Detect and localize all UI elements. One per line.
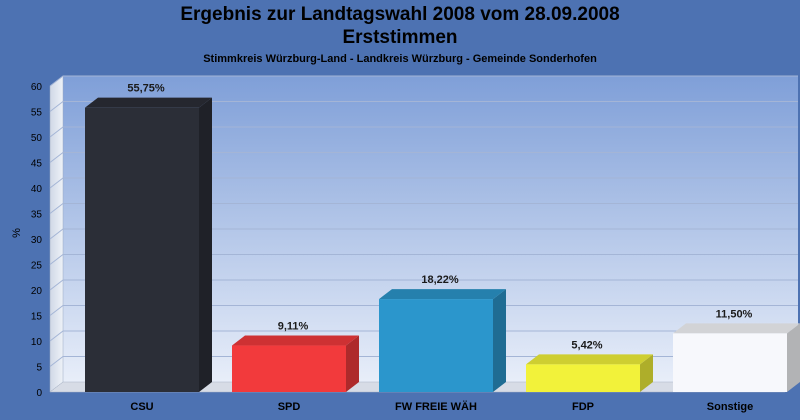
- bar-fdp: [526, 354, 653, 392]
- y-tick-label: 50: [31, 133, 43, 144]
- y-tick-label: 0: [36, 388, 42, 399]
- bar-value-label: 11,50%: [716, 308, 753, 320]
- y-axis-label: %: [11, 228, 23, 238]
- x-tick-label: Sonstige: [707, 401, 753, 413]
- gridline: [49, 305, 798, 316]
- bar-spd: [232, 335, 359, 392]
- y-tick-label: 35: [31, 210, 43, 221]
- chart-title: Ergebnis zur Landtagswahl 2008 vom 28.09…: [180, 4, 620, 25]
- gridline: [49, 126, 798, 138]
- y-tick-label: 40: [31, 184, 43, 195]
- y-tick-label: 15: [31, 312, 43, 323]
- y-tick-label: 55: [31, 108, 43, 119]
- bar-sonstige: [673, 323, 800, 392]
- x-tick-label: CSU: [130, 401, 153, 413]
- y-tick-label: 20: [31, 286, 43, 297]
- y-tick-label: 5: [36, 363, 42, 374]
- gridline: [49, 228, 798, 240]
- gridline: [49, 330, 798, 342]
- x-tick-label: FDP: [572, 401, 594, 413]
- gridline: [49, 279, 798, 291]
- gridline: [49, 152, 798, 163]
- gridline: [49, 75, 798, 87]
- y-tick-label: 60: [31, 82, 43, 93]
- x-tick-label: FW FREIE WÄH: [395, 400, 477, 413]
- bar-value-label: 55,75%: [127, 83, 165, 95]
- x-tick-label: SPD: [278, 401, 301, 413]
- chart-subtitle: Erststimmen: [342, 27, 458, 48]
- bar-value-label: 5,42%: [571, 339, 602, 351]
- gridline: [49, 101, 798, 112]
- gridline: [49, 177, 798, 189]
- bar-value-label: 9,11%: [278, 321, 309, 333]
- y-tick-label: 30: [31, 235, 43, 246]
- bar-value-label: 18,22%: [421, 274, 459, 286]
- gridline: [49, 203, 798, 214]
- y-tick-label: 10: [31, 337, 43, 348]
- y-tick-label: 45: [31, 159, 43, 170]
- chart-subsubtitle: Stimmkreis Würzburg-Land - Landkreis Wür…: [203, 53, 597, 65]
- y-tick-label: 25: [31, 261, 43, 272]
- gridline: [49, 254, 798, 265]
- bar-fw-freie-w-h: [379, 289, 506, 392]
- bar-csu: [85, 97, 212, 393]
